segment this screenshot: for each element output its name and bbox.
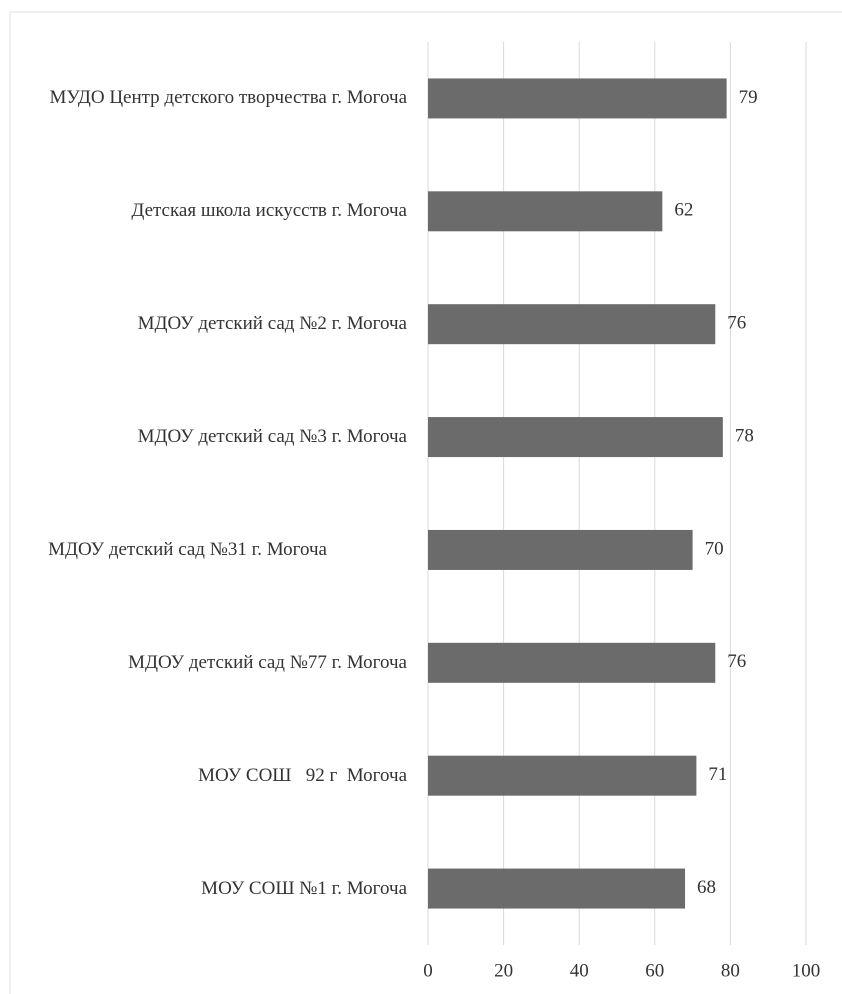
y-tick-label: МДОУ детский сад №2 г. Могоча <box>137 313 407 335</box>
value-label: 62 <box>674 200 693 221</box>
x-tick-label: 20 <box>494 960 513 981</box>
x-tick-label: 40 <box>570 960 589 981</box>
bar <box>428 78 727 119</box>
y-tick-label: МДОУ детский сад №3 г. Могоча <box>137 426 407 448</box>
y-tick-label: МДОУ детский сад №31 г. Могоча <box>48 538 327 560</box>
value-label: 78 <box>735 425 754 446</box>
y-tick-label: МУДО Центр детского творчества г. Могоча <box>49 87 407 109</box>
x-tick-label: 100 <box>792 960 821 981</box>
bar <box>428 755 697 796</box>
y-tick-label: МОУ СОШ 92 г Могоча <box>198 764 407 786</box>
bar <box>428 529 693 570</box>
value-label: 71 <box>708 764 727 785</box>
bar <box>428 642 716 683</box>
bar <box>428 304 716 345</box>
bar <box>428 868 686 909</box>
value-label: 76 <box>727 651 746 672</box>
value-label: 79 <box>739 87 758 108</box>
value-label: 76 <box>727 313 746 334</box>
x-tick-label: 60 <box>645 960 664 981</box>
x-tick-label: 0 <box>423 960 433 981</box>
y-tick-label: МДОУ детский сад №77 г. Могоча <box>128 651 407 673</box>
bar <box>428 417 723 458</box>
y-tick-label: МОУ СОШ №1 г. Могоча <box>201 877 407 899</box>
bar <box>428 191 663 232</box>
value-label: 70 <box>705 538 724 559</box>
y-tick-label: Детская школа искусств г. Могоча <box>131 200 407 222</box>
x-tick-label: 80 <box>721 960 740 981</box>
value-label: 68 <box>697 877 716 898</box>
